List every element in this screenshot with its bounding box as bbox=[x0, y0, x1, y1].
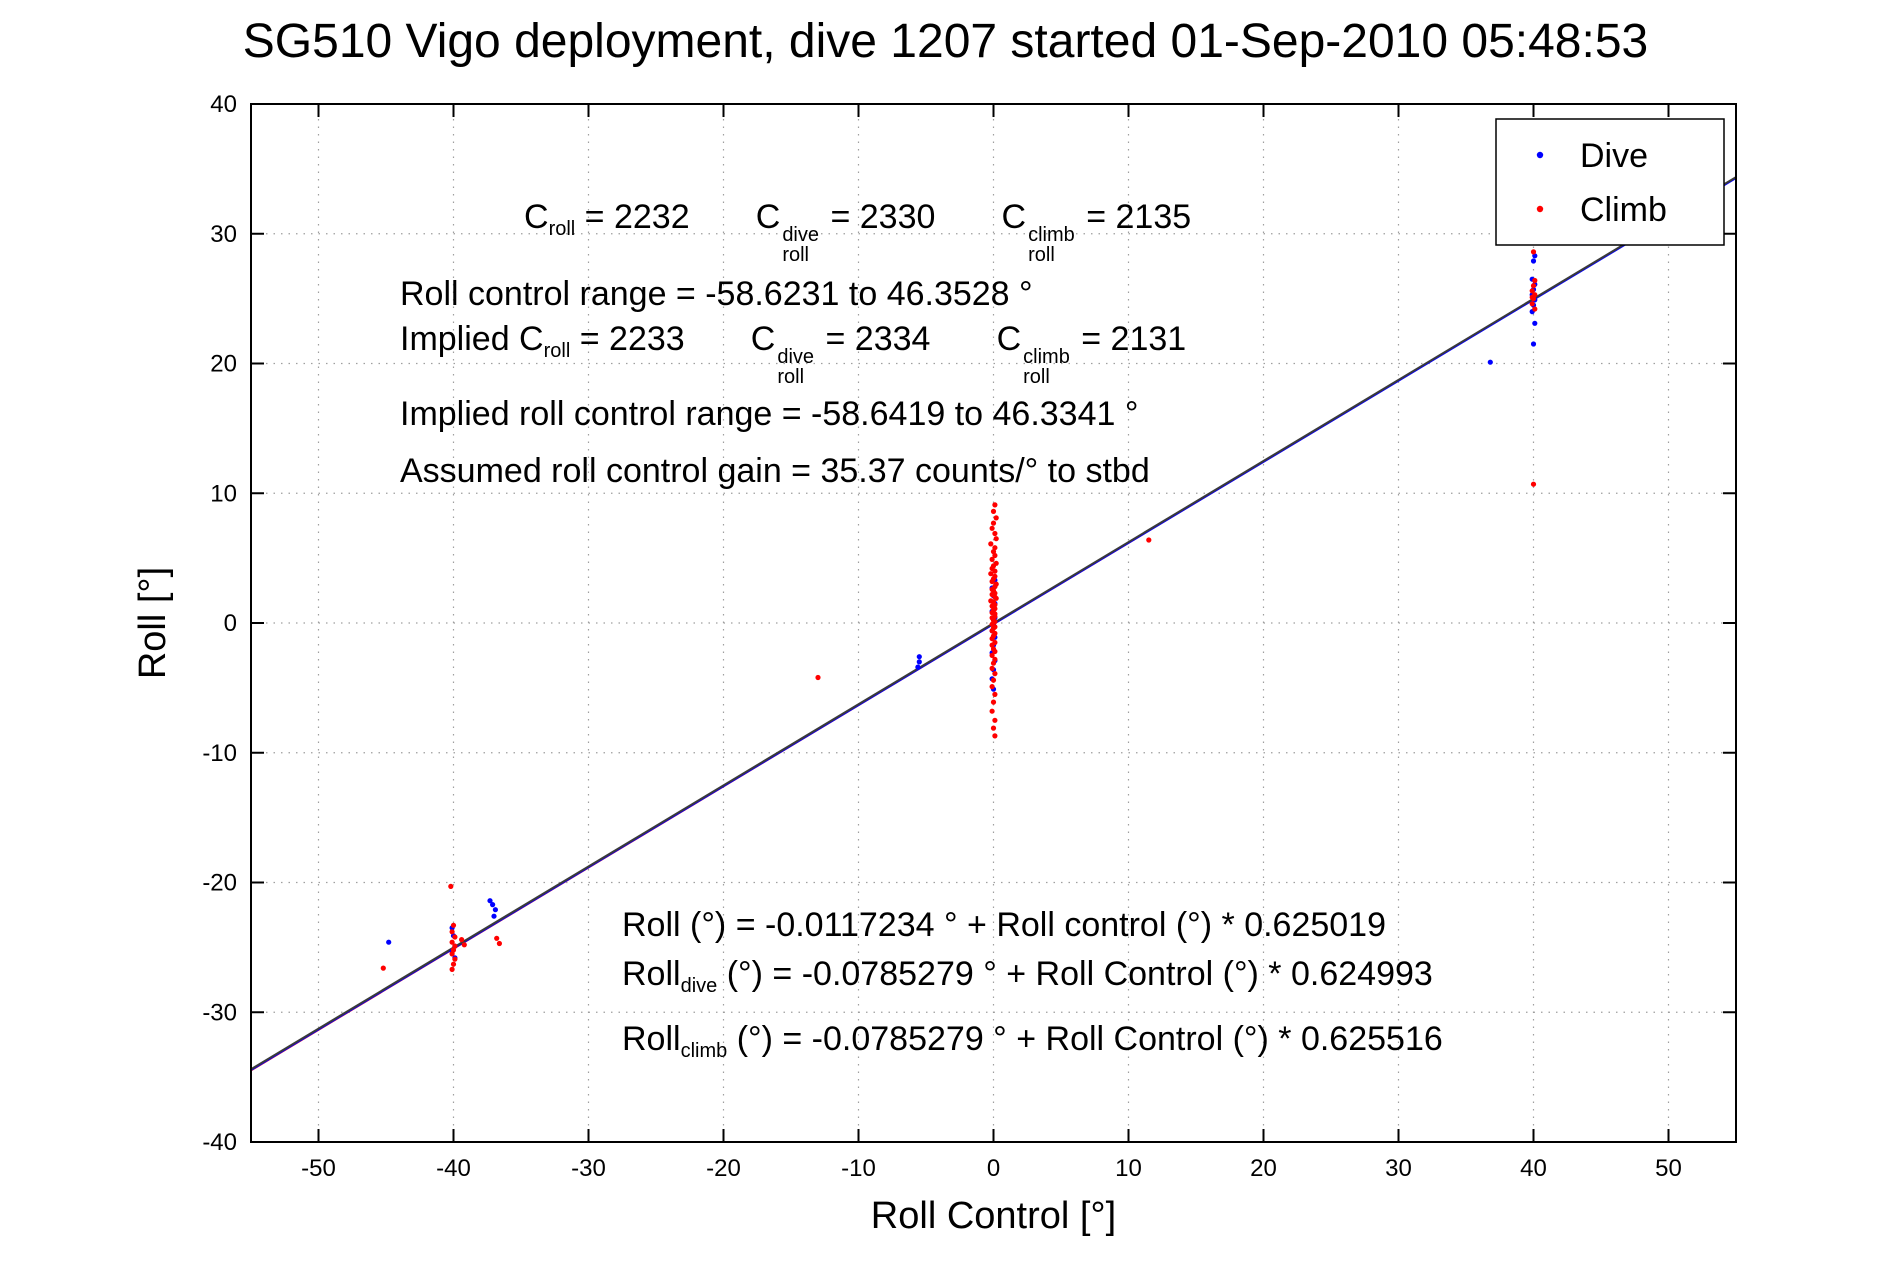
svg-text:40: 40 bbox=[1520, 1155, 1547, 1182]
svg-text:30: 30 bbox=[1385, 1155, 1412, 1182]
svg-text:-20: -20 bbox=[706, 1155, 741, 1182]
y-axis-label: Roll [°] bbox=[132, 567, 174, 679]
axes-box bbox=[250, 103, 1737, 1143]
svg-text:-40: -40 bbox=[202, 1129, 237, 1156]
svg-text:-20: -20 bbox=[202, 870, 237, 897]
svg-text:40: 40 bbox=[210, 91, 237, 118]
svg-text:-40: -40 bbox=[436, 1155, 471, 1182]
svg-text:-10: -10 bbox=[841, 1155, 876, 1182]
chart-title: SG510 Vigo deployment, dive 1207 started… bbox=[242, 15, 1649, 68]
svg-text:10: 10 bbox=[210, 480, 237, 507]
series-climb-points bbox=[380, 249, 1538, 973]
svg-text:0: 0 bbox=[224, 610, 237, 637]
legend: Dive Climb bbox=[1495, 118, 1725, 246]
x-axis-label: Roll Control [°] bbox=[871, 1195, 1116, 1237]
x-tick-labels: -50 -40 -30 -20 -10 0 10 20 30 40 50 bbox=[301, 1155, 1682, 1182]
svg-text:-50: -50 bbox=[301, 1155, 336, 1182]
svg-text:20: 20 bbox=[1250, 1155, 1277, 1182]
svg-text:0: 0 bbox=[987, 1155, 1000, 1182]
series-dive-points bbox=[386, 253, 1538, 961]
svg-text:30: 30 bbox=[210, 221, 237, 248]
y-tick-labels: -40 -30 -20 -10 0 10 20 30 40 bbox=[202, 91, 237, 1156]
svg-text:-30: -30 bbox=[202, 999, 237, 1026]
legend-label-dive: Dive bbox=[1580, 137, 1648, 175]
legend-label-climb: Climb bbox=[1580, 191, 1667, 229]
svg-text:10: 10 bbox=[1115, 1155, 1142, 1182]
legend-marker-climb bbox=[1536, 205, 1544, 213]
svg-text:20: 20 bbox=[210, 351, 237, 378]
svg-text:-10: -10 bbox=[202, 740, 237, 767]
svg-text:50: 50 bbox=[1655, 1155, 1682, 1182]
legend-marker-dive bbox=[1536, 151, 1544, 159]
svg-text:-30: -30 bbox=[571, 1155, 606, 1182]
